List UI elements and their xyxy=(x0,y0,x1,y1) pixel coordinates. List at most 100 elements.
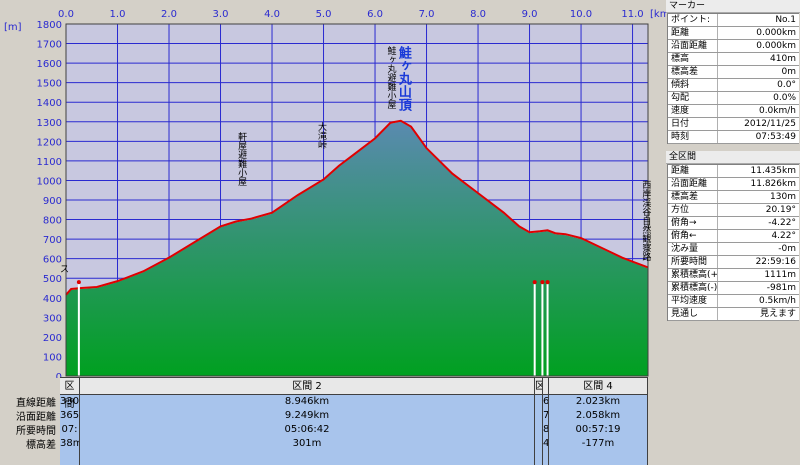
segment-cell: 2.058km xyxy=(575,410,621,421)
info-row: 方位 20.19° xyxy=(668,204,799,217)
y-tick-label: 1800 xyxy=(37,20,62,31)
info-key: 日付 xyxy=(668,118,718,130)
annotation-label: 鮭ヶ丸山頂 xyxy=(396,45,413,112)
segment-row-labels: 直線距離 沿面距離 所要時間 標高差 xyxy=(0,397,60,453)
segment-header[interactable]: 区間 2 xyxy=(80,377,534,395)
info-row: 標高差 130m xyxy=(668,191,799,204)
segment-cell: 07: xyxy=(61,424,78,435)
segment-header[interactable]: 区間 4 xyxy=(549,377,647,395)
y-tick-label: 1700 xyxy=(37,40,62,51)
annotation-label: 大滝峠 xyxy=(316,121,327,150)
segment-cell: 2.023km xyxy=(575,396,621,407)
info-row: 沈み量 -0m xyxy=(668,243,799,256)
info-key: 沿面距離 xyxy=(668,40,718,52)
info-value: 0.5km/h xyxy=(758,296,796,306)
elevation-profile-chart[interactable]: 0 100 200 300 400 500 600 700 800 900 1000 1100 1200… xyxy=(0,0,666,378)
info-row: 累積標高(+) 1111m xyxy=(668,269,799,282)
segment-cell: 9.249km xyxy=(284,410,330,421)
segment-cell: 05:06:42 xyxy=(284,424,330,435)
info-value: 0m xyxy=(781,67,797,77)
segment-column-3[interactable]: 区 xyxy=(535,377,543,465)
y-tick-label: 1000 xyxy=(37,176,62,187)
x-tick-label: 6.0 xyxy=(367,9,383,20)
y-tick-label: 500 xyxy=(43,274,62,285)
info-value: 見えます xyxy=(759,309,796,319)
y-tick-label: 1300 xyxy=(37,118,62,129)
segment-cell xyxy=(535,395,542,409)
segment-cell: 00:57:19 xyxy=(575,424,621,435)
info-key: 距離 xyxy=(668,27,718,39)
x-tick-label: 10.0 xyxy=(570,9,592,20)
total-panel: 全区間 距離 11.435km 沿面距離 11.826km 標高差 130m 方位 20.19… xyxy=(666,151,800,321)
annotation-label: 鮭ヶ丸避難小屋 xyxy=(385,45,396,110)
info-row: 標高差 0m xyxy=(668,66,799,79)
segment-cell xyxy=(535,409,542,423)
segment-header[interactable]: 区間 xyxy=(60,377,79,410)
info-value: 130m xyxy=(770,192,796,202)
info-value: 20.19° xyxy=(765,205,796,215)
info-row: 標高 410m xyxy=(668,53,799,66)
info-key: 標高 xyxy=(668,53,718,65)
info-key: 距離 xyxy=(668,165,718,177)
segment-marker-point xyxy=(532,280,537,285)
y-tick-label: 1500 xyxy=(37,79,62,90)
segment-header[interactable]: 区 xyxy=(535,377,542,395)
row-label-direct-distance: 直線距離 xyxy=(16,398,56,409)
segment-cell: 4 xyxy=(543,438,549,449)
segment-cell: 6 xyxy=(543,396,549,407)
x-tick-label: 9.0 xyxy=(522,9,538,20)
y-tick-label: 900 xyxy=(43,196,62,207)
segment-cell: 8.946km xyxy=(284,396,330,407)
info-key: 俯角→ xyxy=(668,217,718,229)
info-value: 0.000km xyxy=(756,41,796,51)
info-key: 累積標高(+) xyxy=(668,269,718,281)
info-row: 沿面距離 11.826km xyxy=(668,178,799,191)
x-tick-label: 7.0 xyxy=(419,9,435,20)
info-key: ポイント: xyxy=(668,14,718,26)
info-key: 累積標高(-) xyxy=(668,282,718,294)
x-tick-label: 4.0 xyxy=(264,9,280,20)
segment-marker-point xyxy=(76,280,81,285)
segment-marker-point xyxy=(540,280,545,285)
segment-column-1[interactable]: 区間 330 3651 07: 38m xyxy=(60,377,80,465)
info-row: 所要時間 22:59:16 xyxy=(668,256,799,269)
marker-info-table: ポイント: No.1 距離 0.000km 沿面距離 0.000km 標高 410m 標高差 0m… xyxy=(667,13,799,144)
y-tick-label: 300 xyxy=(43,313,62,324)
info-key: 見通し xyxy=(668,308,718,320)
info-value: 0.0° xyxy=(777,80,796,90)
segment-header[interactable] xyxy=(543,377,548,395)
info-value: -981m xyxy=(766,283,796,293)
segment-cell: 8 xyxy=(543,424,549,435)
info-value: No.1 xyxy=(775,15,796,25)
segment-column-5[interactable]: 区間 4 2.023km 2.058km 00:57:19 -177m xyxy=(549,377,648,465)
total-info-table: 距離 11.435km 沿面距離 11.826km 標高差 130m 方位 20.19° 俯角→… xyxy=(667,164,799,321)
x-tick-label: 1.0 xyxy=(110,9,126,20)
annotation-label: 西岸渓谷自然観察路 xyxy=(640,180,651,262)
y-tick-label: 1200 xyxy=(37,137,62,148)
info-key: 時刻 xyxy=(668,131,718,143)
segment-table: 直線距離 沿面距離 所要時間 標高差 区間 330 3651 07: 38m 区… xyxy=(0,377,660,465)
x-tick-label: 3.0 xyxy=(213,9,229,20)
y-tick-label: 1400 xyxy=(37,98,62,109)
info-value: 0.000km xyxy=(756,28,796,38)
marker-panel: マーカー ポイント: No.1 距離 0.000km 沿面距離 0.000km 標高 410m… xyxy=(666,0,800,144)
row-label-surface-distance: 沿面距離 xyxy=(16,412,56,423)
info-value: 0.0% xyxy=(773,93,796,103)
segment-cell xyxy=(535,437,542,451)
info-value: 0.0km/h xyxy=(758,106,796,116)
info-key: 標高差 xyxy=(668,66,718,78)
info-key: 所要時間 xyxy=(668,256,718,268)
info-key: 沈み量 xyxy=(668,243,718,255)
info-row: 傾斜 0.0° xyxy=(668,79,799,92)
y-tick-label: 800 xyxy=(43,216,62,227)
x-unit-label: [km] xyxy=(650,9,666,20)
info-row: 沿面距離 0.000km xyxy=(668,40,799,53)
info-value: 22:59:16 xyxy=(755,257,796,267)
info-key: 平均速度 xyxy=(668,295,718,307)
info-value: 2012/11/25 xyxy=(744,119,796,129)
segment-column-2[interactable]: 区間 2 8.946km 9.249km 05:06:42 301m xyxy=(80,377,535,465)
segment-column-4[interactable]: 6 7 8 4 xyxy=(543,377,549,465)
segment-marker-point xyxy=(545,280,550,285)
x-tick-label: 8.0 xyxy=(470,9,486,20)
x-tick-label: 2.0 xyxy=(161,9,177,20)
